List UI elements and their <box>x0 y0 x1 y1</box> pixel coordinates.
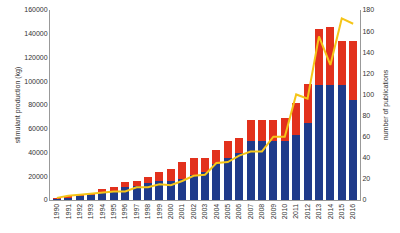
svg-text:40: 40 <box>362 154 370 161</box>
svg-text:120000: 120000 <box>24 54 47 61</box>
svg-text:120: 120 <box>362 70 374 77</box>
svg-text:2000: 2000 <box>167 204 174 220</box>
svg-text:2011: 2011 <box>292 204 299 219</box>
svg-text:2003: 2003 <box>201 204 208 220</box>
svg-text:100000: 100000 <box>24 78 47 85</box>
svg-text:1997: 1997 <box>133 204 140 220</box>
svg-text:60000: 60000 <box>28 125 48 132</box>
svg-text:2002: 2002 <box>190 204 197 220</box>
svg-text:80000: 80000 <box>28 101 48 108</box>
svg-text:2009: 2009 <box>270 204 277 220</box>
svg-text:1992: 1992 <box>76 204 83 220</box>
svg-text:2004: 2004 <box>213 204 220 220</box>
svg-text:1999: 1999 <box>156 204 163 220</box>
svg-text:0: 0 <box>362 196 366 203</box>
svg-text:2012: 2012 <box>304 204 311 220</box>
svg-text:1994: 1994 <box>99 204 106 220</box>
svg-text:1998: 1998 <box>144 204 151 220</box>
svg-text:2016: 2016 <box>349 204 356 220</box>
svg-text:160: 160 <box>362 28 374 35</box>
svg-text:2010: 2010 <box>281 204 288 220</box>
svg-text:20: 20 <box>362 175 370 182</box>
svg-text:2013: 2013 <box>315 204 322 220</box>
svg-text:1996: 1996 <box>121 204 128 220</box>
svg-text:2015: 2015 <box>338 204 345 220</box>
svg-text:2007: 2007 <box>247 204 254 220</box>
svg-text:1995: 1995 <box>110 204 117 220</box>
svg-text:1990: 1990 <box>53 204 60 220</box>
svg-text:100: 100 <box>362 91 374 98</box>
svg-text:40000: 40000 <box>28 149 48 156</box>
svg-text:20000: 20000 <box>28 173 48 180</box>
svg-text:140: 140 <box>362 49 374 56</box>
svg-text:stimulant production (kg): stimulant production (kg) <box>14 67 22 144</box>
svg-text:80: 80 <box>362 112 370 119</box>
svg-text:1993: 1993 <box>87 204 94 220</box>
svg-text:1991: 1991 <box>65 204 72 220</box>
svg-text:160000: 160000 <box>24 6 47 13</box>
svg-text:2014: 2014 <box>327 204 334 220</box>
svg-text:0: 0 <box>44 196 48 203</box>
svg-text:2005: 2005 <box>224 204 231 220</box>
svg-text:2001: 2001 <box>178 204 185 220</box>
svg-text:number of publications: number of publications <box>382 69 390 140</box>
svg-text:180: 180 <box>362 6 374 13</box>
svg-text:60: 60 <box>362 133 370 140</box>
svg-text:140000: 140000 <box>24 30 47 37</box>
svg-text:2006: 2006 <box>235 204 242 220</box>
svg-text:2008: 2008 <box>258 204 265 220</box>
